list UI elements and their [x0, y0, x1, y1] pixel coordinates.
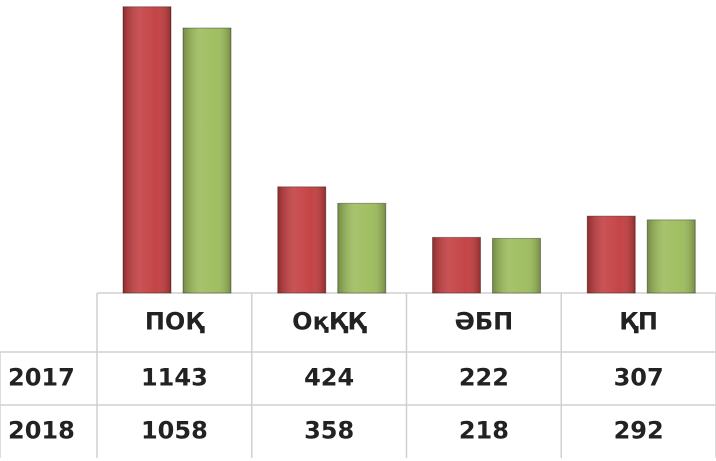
bar — [277, 186, 327, 294]
bar — [182, 27, 232, 294]
bar — [122, 6, 172, 294]
category-label: ӘБП — [454, 308, 513, 336]
series-label: 2017 — [8, 364, 75, 392]
table-value: 222 — [459, 364, 509, 392]
category-label: ПОҚ — [145, 308, 205, 336]
bar — [432, 236, 481, 294]
table-value: 218 — [459, 417, 509, 445]
table-value: 358 — [304, 417, 354, 445]
table-value: 1143 — [141, 364, 208, 392]
category-label: ҚП — [619, 308, 658, 336]
bar — [337, 202, 387, 294]
bar — [586, 215, 636, 294]
table-value: 292 — [614, 417, 664, 445]
table-value: 424 — [304, 364, 354, 392]
series-label: 2018 — [8, 417, 75, 445]
table-value: 307 — [614, 364, 664, 392]
table-value: 1058 — [141, 417, 208, 445]
category-label: ОқҚҚ — [292, 308, 367, 336]
bar — [646, 219, 696, 294]
bar — [492, 237, 541, 294]
